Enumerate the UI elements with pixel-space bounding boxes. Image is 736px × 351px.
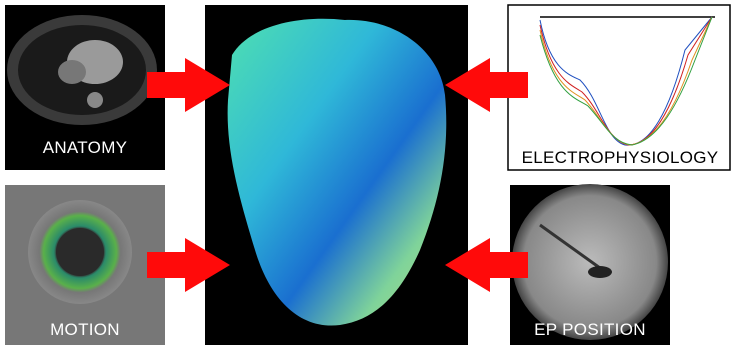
diagram: ANATOMY MOTION ELECTROPHYSIOLOGY EP POSI…: [0, 0, 736, 351]
motion-panel: MOTION: [5, 185, 165, 345]
ep-position-panel: EP POSITION: [510, 184, 670, 345]
electrophysiology-panel: ELECTROPHYSIOLOGY: [508, 5, 730, 170]
panel-label: EP POSITION: [534, 320, 646, 339]
panel-label: ANATOMY: [43, 138, 128, 157]
panel-label: MOTION: [50, 320, 120, 339]
heart-model: [205, 5, 468, 345]
panel-label: ELECTROPHYSIOLOGY: [522, 148, 719, 167]
anatomy-panel: ANATOMY: [5, 5, 165, 170]
